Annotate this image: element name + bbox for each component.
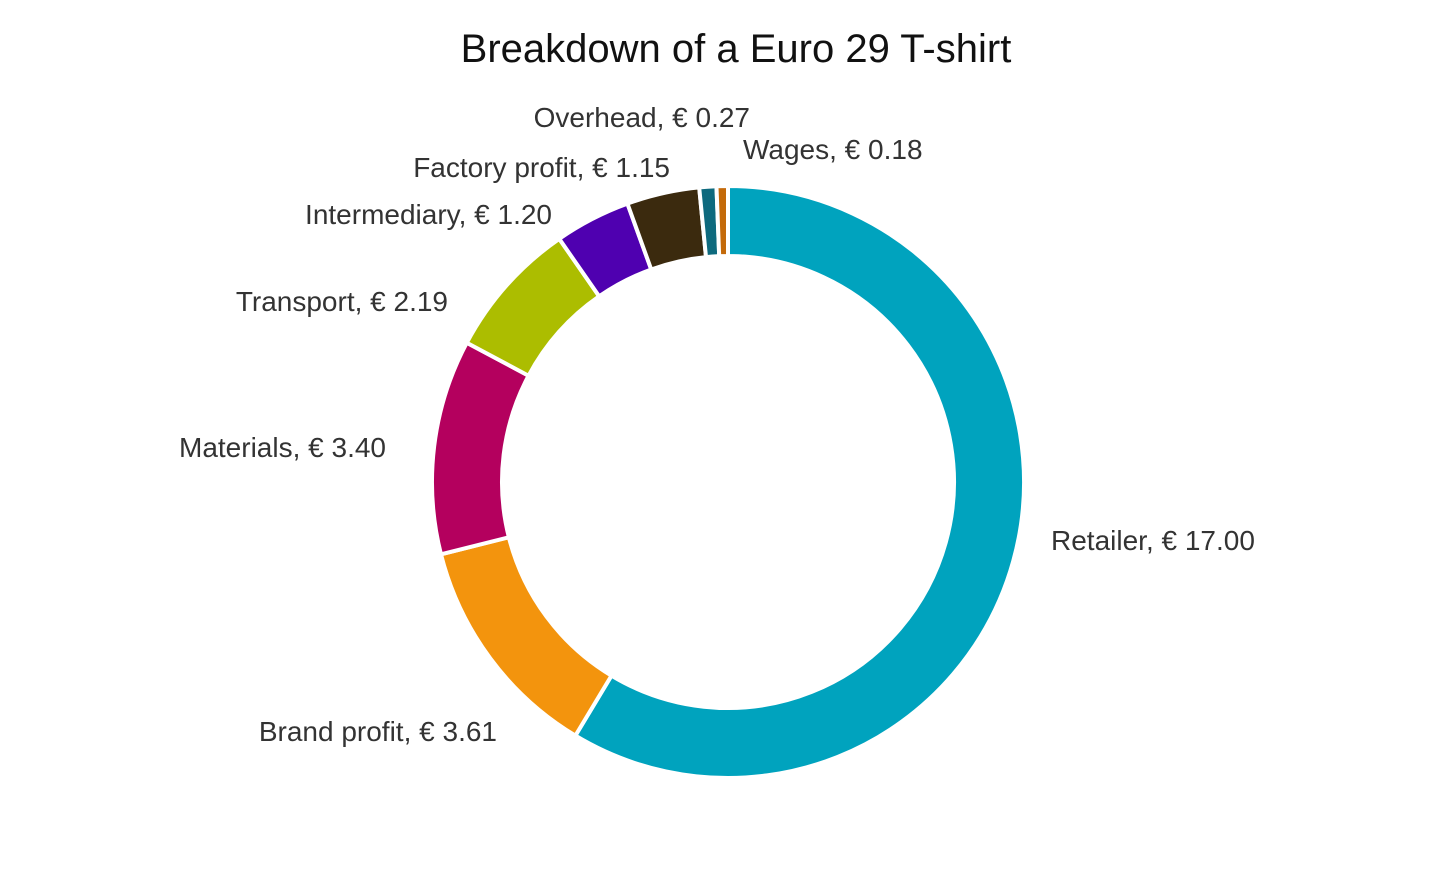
slice-labels: Retailer, € 17.00 Brand profit, € 3.61 Mat… xyxy=(179,102,1255,747)
label-intermediary: Intermediary, € 1.20 xyxy=(305,199,552,230)
label-overhead: Overhead, € 0.27 xyxy=(534,102,750,133)
label-wages: Wages, € 0.18 xyxy=(743,134,923,165)
slice-retailer xyxy=(572,183,1026,780)
slice-wages xyxy=(714,183,730,259)
donut-slices xyxy=(430,183,1026,780)
label-factory-profit: Factory profit, € 1.15 xyxy=(413,152,670,183)
label-materials: Materials, € 3.40 xyxy=(179,432,386,463)
chart-title: Breakdown of a Euro 29 T-shirt xyxy=(461,27,1012,71)
slice-brand-profit xyxy=(438,534,615,739)
label-transport: Transport, € 2.19 xyxy=(236,286,448,317)
slice-materials xyxy=(430,340,532,557)
label-brand-profit: Brand profit, € 3.61 xyxy=(259,716,497,747)
label-retailer: Retailer, € 17.00 xyxy=(1051,525,1255,556)
